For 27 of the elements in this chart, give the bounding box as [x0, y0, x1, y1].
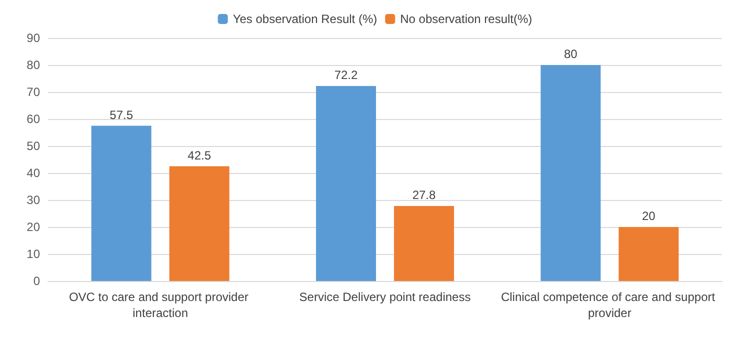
- y-tick-label: 60: [26, 112, 40, 126]
- bar: [316, 86, 376, 281]
- y-tick-label: 40: [26, 166, 40, 180]
- legend-label: Yes observation Result (%): [232, 12, 378, 26]
- bar: [540, 65, 601, 281]
- x-tick-label: Clinical competence of care and support provider: [500, 290, 718, 320]
- data-label: 42.5: [188, 148, 212, 162]
- y-tick-label: 50: [26, 139, 40, 153]
- data-label: 72.2: [334, 68, 358, 82]
- y-tick-label: 30: [26, 193, 40, 207]
- y-tick-label: 90: [26, 31, 40, 45]
- bar: [618, 227, 679, 281]
- y-tick-label: 0: [33, 274, 40, 288]
- y-tick-label: 20: [26, 220, 40, 234]
- y-tick-label: 70: [26, 85, 40, 99]
- data-label: 27.8: [412, 188, 436, 202]
- y-tick-label: 10: [26, 247, 40, 261]
- data-label: 80: [564, 47, 578, 61]
- legend-label: No observation result(%): [400, 12, 532, 26]
- bar: [91, 126, 152, 281]
- data-label: 20: [642, 209, 656, 223]
- data-label: 57.5: [110, 108, 134, 122]
- y-tick-label: 80: [26, 58, 40, 72]
- x-tick-label: Service Delivery point readiness: [299, 290, 471, 304]
- bar: [394, 206, 454, 281]
- bar: [169, 166, 230, 281]
- x-tick-label: OVC to care and support provider interaction: [68, 290, 252, 320]
